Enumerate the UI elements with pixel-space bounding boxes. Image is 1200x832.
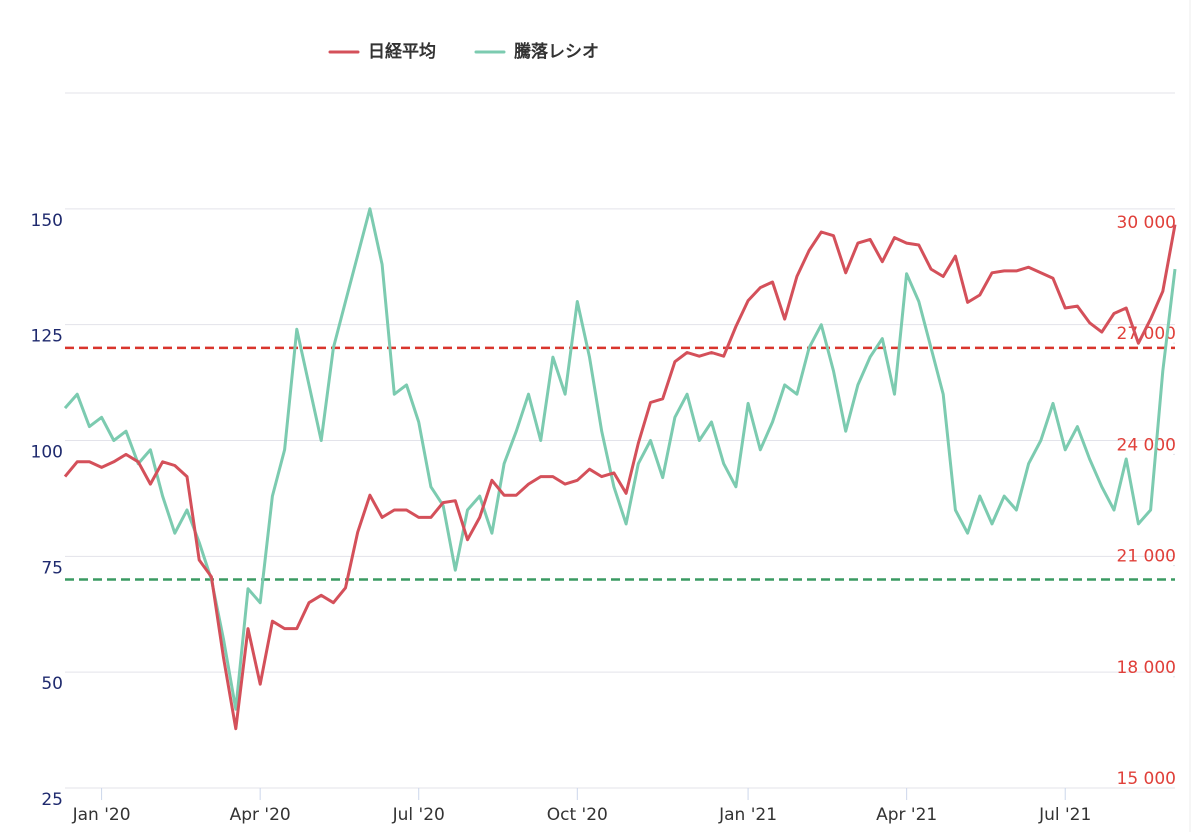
y-tick-label: 50 xyxy=(41,674,63,694)
x-tick-label: Jan '21 xyxy=(718,805,777,825)
y2-tick-label: 30 000 xyxy=(1117,213,1176,233)
legend-label: 騰落レシオ xyxy=(514,41,599,62)
series-line xyxy=(63,207,1177,711)
x-tick-label: Jul '20 xyxy=(392,805,445,825)
y2-tick-label: 15 000 xyxy=(1117,769,1176,789)
y-tick-label: 25 xyxy=(41,790,63,810)
series-line xyxy=(63,224,1177,731)
y-tick-label: 75 xyxy=(41,558,63,578)
x-tick-label: Apr '21 xyxy=(876,805,937,825)
y-tick-label: 150 xyxy=(31,211,63,231)
x-tick-label: Apr '20 xyxy=(230,805,291,825)
legend-label: 日経平均 xyxy=(368,41,436,62)
y-tick-label: 100 xyxy=(31,443,63,463)
y-tick-label: 125 xyxy=(31,327,63,347)
y2-tick-label: 24 000 xyxy=(1117,435,1176,455)
y2-tick-label: 27 000 xyxy=(1117,324,1176,344)
y2-tick-label: 21 000 xyxy=(1117,547,1176,567)
x-tick-label: Jul '21 xyxy=(1038,805,1091,825)
x-tick-label: Oct '20 xyxy=(547,805,608,825)
x-tick-label: Jan '20 xyxy=(72,805,131,825)
y2-tick-label: 18 000 xyxy=(1117,658,1176,678)
